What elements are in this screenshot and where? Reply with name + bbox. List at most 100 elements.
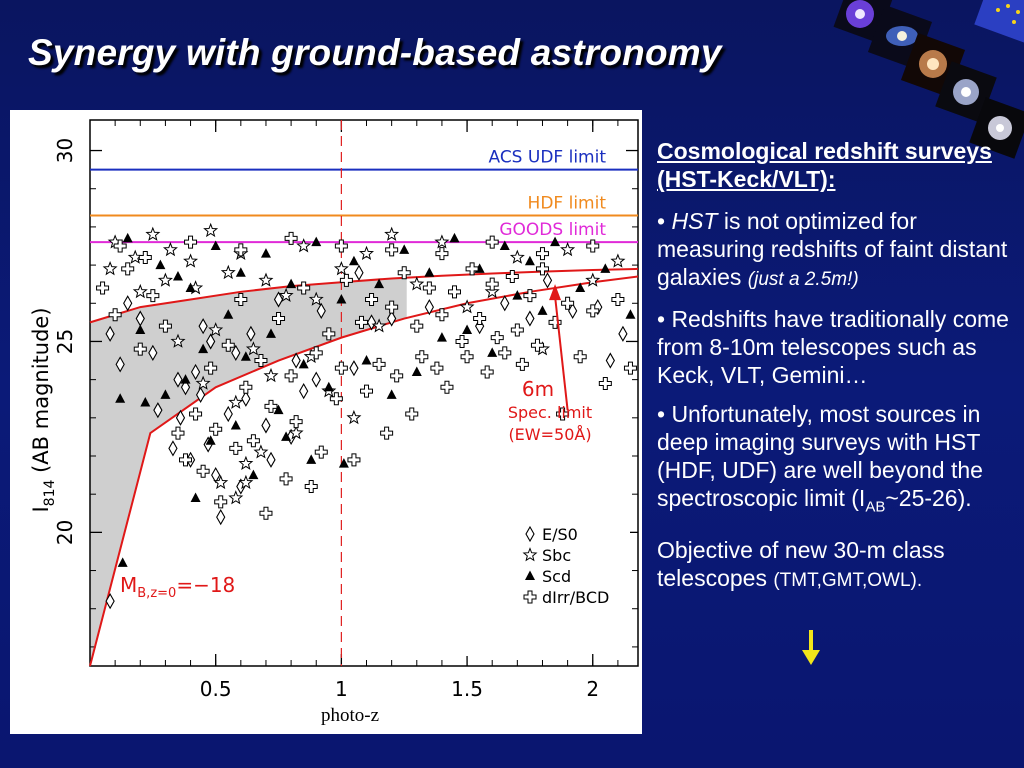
data-point-cross: [289, 415, 303, 429]
data-point-cross: [380, 426, 394, 440]
x-tick-label: 2: [586, 677, 599, 701]
data-point-star: [509, 249, 525, 264]
data-point-cross: [138, 250, 152, 264]
spec-limit-arrow: [554, 296, 569, 411]
data-point-triangle: [436, 332, 447, 342]
data-point-star: [228, 490, 244, 505]
data-point-cross: [204, 361, 218, 375]
data-point-triangle: [625, 309, 636, 319]
data-point-triangle: [361, 355, 372, 365]
data-point-cross: [435, 247, 449, 261]
data-point-triangle: [374, 278, 385, 289]
data-point-star: [245, 341, 261, 356]
data-point-diamond: [266, 451, 276, 468]
data-point-triangle: [348, 255, 359, 266]
data-point-star: [296, 238, 312, 253]
legend-label: E/S0: [542, 525, 578, 544]
data-point-cross: [586, 304, 600, 318]
data-point-cross: [264, 399, 278, 413]
data-point-cross: [435, 308, 449, 322]
data-point-star: [145, 226, 161, 241]
data-point-cross: [133, 342, 147, 356]
data-point-diamond: [354, 264, 364, 281]
data-point-star: [278, 287, 294, 303]
data-point-cross: [209, 422, 223, 436]
data-point-cross: [405, 407, 419, 421]
data-point-diamond: [241, 390, 251, 407]
data-point-cross: [360, 384, 374, 398]
data-point-triangle: [449, 232, 460, 243]
data-point-triangle: [462, 324, 473, 334]
data-point-diamond: [180, 379, 191, 396]
data-point-cross: [113, 239, 127, 253]
data-point-star: [228, 394, 244, 409]
annotation-spec-limit: Spec. limit: [508, 403, 592, 422]
data-point-triangle: [386, 389, 397, 399]
data-point-diamond: [500, 295, 510, 312]
data-point-triangle: [135, 324, 146, 334]
data-point-cross: [239, 380, 253, 394]
data-point-triangle: [185, 282, 196, 292]
data-point-star: [346, 409, 362, 425]
data-point-triangle: [260, 248, 271, 258]
data-point-cross: [465, 262, 479, 276]
data-point-cross: [556, 407, 570, 421]
data-point-triangle: [499, 240, 510, 250]
data-point-cross: [473, 312, 487, 326]
data-point-diamond: [168, 440, 178, 457]
reference-line-label: GOODS limit: [499, 220, 606, 240]
data-point-diamond: [387, 310, 397, 327]
data-point-cross: [314, 445, 328, 459]
data-point-diamond: [211, 466, 221, 484]
shaded-region: [90, 277, 407, 666]
data-point-cross: [96, 281, 110, 295]
y-tick-label: 25: [53, 329, 77, 354]
galaxy-images-strip: [833, 0, 1024, 159]
data-point-star: [371, 318, 387, 333]
reference-line-label: HDF limit: [528, 193, 607, 213]
data-point-cross: [196, 464, 210, 478]
data-point-cross: [279, 472, 293, 486]
y-axis-title: I814 (AB magnitude): [29, 307, 58, 512]
data-point-triangle: [550, 236, 561, 247]
data-point-star: [358, 245, 375, 261]
data-point-star: [484, 283, 500, 299]
data-point-diamond: [175, 409, 186, 426]
y-axis-title-rest: (AB magnitude): [29, 307, 53, 479]
data-point-cross: [586, 239, 600, 253]
data-point-triangle: [323, 381, 334, 392]
data-point-triangle: [298, 358, 309, 369]
data-point-diamond: [349, 360, 359, 377]
legend-symbol-triangle: [525, 570, 535, 580]
data-point-star: [195, 375, 211, 390]
data-point-star: [208, 322, 224, 337]
data-point-cross: [254, 354, 268, 368]
data-point-star: [203, 222, 219, 238]
reference-line-label: ACS UDF limit: [488, 148, 606, 168]
data-point-star: [213, 474, 229, 490]
eu-flag-image: [974, 0, 1024, 45]
annotation-mask-6m: [520, 374, 556, 402]
data-point-triangle: [575, 282, 586, 292]
data-point-star: [238, 474, 254, 490]
data-point-diamond: [206, 333, 216, 350]
data-point-star: [610, 253, 626, 268]
bullet-hst-note: (just a 2.5m!): [747, 269, 859, 290]
legend-symbol-diamond: [525, 525, 535, 543]
data-point-cross: [440, 380, 454, 394]
plot-frame: [89, 119, 639, 667]
data-point-cross: [598, 376, 612, 390]
data-point-cross: [523, 289, 537, 303]
data-point-diamond: [316, 302, 326, 320]
data-point-triangle: [411, 366, 422, 376]
legend-box: [518, 520, 630, 612]
spec-limit-arrowhead: [549, 284, 562, 301]
legend-label: Scd: [542, 567, 571, 586]
data-point-cross: [354, 315, 368, 329]
data-point-star: [170, 333, 186, 348]
bullet-redshifts: • Redshifts have traditionally come from…: [657, 306, 1009, 388]
data-point-diamond: [105, 592, 115, 610]
data-point-triangle: [235, 267, 246, 277]
data-point-cross: [304, 480, 318, 494]
data-point-cross: [611, 292, 625, 306]
